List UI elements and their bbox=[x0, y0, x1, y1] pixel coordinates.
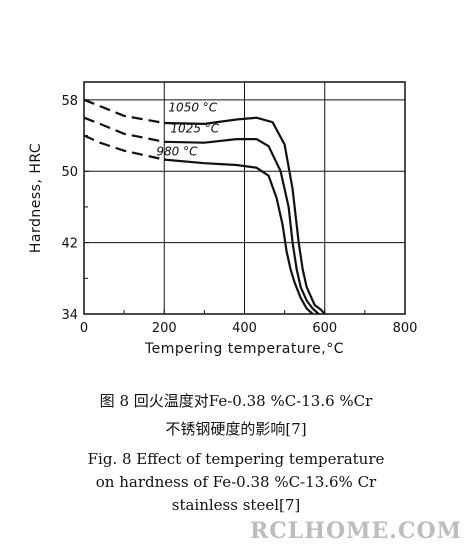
x-axis-title: Tempering temperature,°C bbox=[144, 341, 344, 357]
chart: 1050 °C 1025 °C 980 °C 0 200 400 600 800 34 42 50… bbox=[28, 81, 417, 357]
caption-english-line-3: stainless steel[7] bbox=[171, 496, 301, 514]
y-tick-label: 50 bbox=[61, 165, 78, 180]
x-tick-label: 0 bbox=[80, 321, 88, 336]
series-line bbox=[164, 116, 326, 315]
curves: 1050 °C 1025 °C 980 °C bbox=[83, 98, 326, 315]
series-label: 980 °C bbox=[156, 145, 198, 159]
series-line-dashed bbox=[83, 116, 165, 143]
series-label: 1025 °C bbox=[170, 122, 219, 136]
watermark: RCLHOME.COM bbox=[249, 518, 462, 544]
plot-frame bbox=[83, 81, 406, 315]
caption-chinese-line-1: 图 8 回火温度对Fe-0.38 %C-13.6 %Cr bbox=[99, 392, 373, 410]
caption-chinese-line-2: 不锈钢硬度的影响[7] bbox=[165, 420, 307, 438]
series-line bbox=[164, 138, 320, 315]
caption-english-line-1: Fig. 8 Effect of tempering temperature bbox=[87, 450, 385, 468]
caption-english-line-2: on hardness of Fe-0.38 %C-13.6% Cr bbox=[95, 473, 377, 491]
series-line-dashed bbox=[83, 98, 165, 125]
y-tick-label: 42 bbox=[61, 237, 78, 252]
tick-labels: 0 200 400 600 800 34 42 50 58 bbox=[61, 94, 417, 336]
series-label: 1050 °C bbox=[168, 101, 217, 115]
series-line-dashed bbox=[83, 134, 165, 161]
y-axis-title: Hardness, HRC bbox=[28, 143, 44, 253]
x-tick-label: 200 bbox=[152, 321, 177, 336]
series-line bbox=[164, 158, 314, 315]
x-tick-label: 800 bbox=[393, 321, 418, 336]
y-tick-label: 58 bbox=[61, 94, 78, 109]
x-tick-label: 400 bbox=[232, 321, 257, 336]
y-tick-label: 34 bbox=[61, 308, 78, 323]
x-tick-label: 600 bbox=[312, 321, 337, 336]
